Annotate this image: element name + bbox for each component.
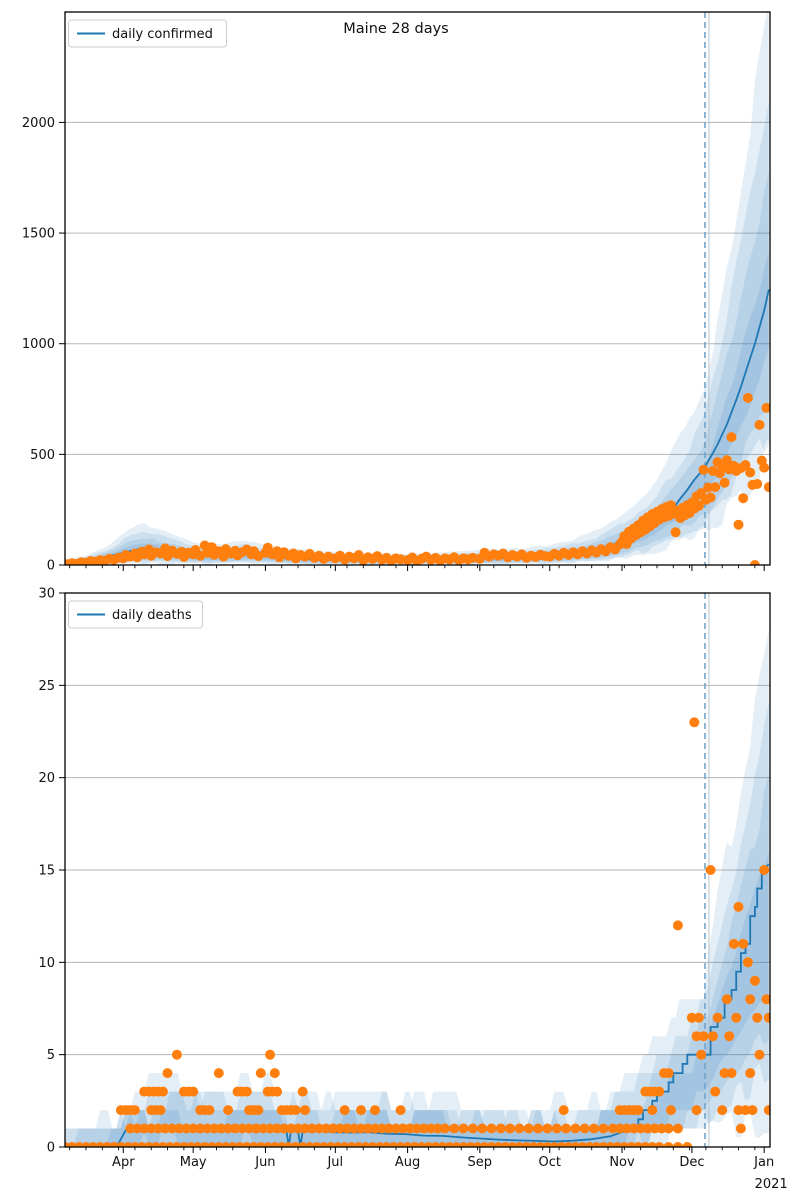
- xtick-label-oct: Oct: [539, 1155, 561, 1170]
- deaths-ytick-label: 10: [38, 956, 55, 971]
- xtick-label-dec: Dec: [679, 1155, 704, 1170]
- confirmed-ytick-label: 500: [30, 448, 55, 463]
- confirmed-confidence-bands: [65, 12, 769, 565]
- confirmed-panel: 0 500 1000 1500 2000 daily confirmed: [22, 11, 771, 574]
- xtick-label-jul: Jul: [326, 1155, 343, 1170]
- confirmed-legend-label: daily confirmed: [112, 27, 213, 42]
- confirmed-axes: 0 500 1000 1500 2000: [22, 11, 771, 574]
- confirmed-gridlines: [65, 121, 770, 455]
- deaths-panel: 0 5 10 15 20 25 30 daily deaths: [38, 587, 771, 1156]
- deaths-model-line: [65, 863, 770, 1147]
- confirmed-ytick-label: 1500: [22, 227, 55, 242]
- confirmed-observed-points: [65, 392, 770, 565]
- deaths-ytick-label: 30: [38, 587, 55, 602]
- chart-title: Maine 28 days: [343, 21, 449, 37]
- deaths-observed-points: [65, 717, 770, 1147]
- xtick-label-jan: Jan: [753, 1155, 774, 1170]
- xtick-label-aug: Aug: [395, 1155, 420, 1170]
- deaths-ytick-label: 5: [47, 1048, 55, 1063]
- confirmed-ytick-label: 2000: [22, 116, 55, 131]
- xtick-label-apr: Apr: [112, 1155, 135, 1170]
- deaths-ytick-label: 15: [38, 864, 55, 879]
- year-label: 2021: [755, 1177, 788, 1192]
- confirmed-ytick-label: 1000: [22, 337, 55, 352]
- xtick-label-may: May: [180, 1155, 207, 1170]
- deaths-legend: daily deaths: [68, 600, 203, 629]
- deaths-axes: 0 5 10 15 20 25 30: [38, 587, 771, 1156]
- xtick-label-jun: Jun: [254, 1155, 275, 1170]
- deaths-legend-label: daily deaths: [112, 608, 192, 623]
- deaths-ytick-label: 0: [47, 1141, 55, 1156]
- deaths-ytick-label: 20: [38, 771, 55, 786]
- deaths-gridlines: [65, 592, 770, 1056]
- confirmed-ytick-label: 0: [47, 559, 55, 574]
- x-axis-labels: Apr May Jun Jul Aug Sep Oct Nov Dec Jan 2021: [112, 1155, 788, 1192]
- confirmed-legend: daily confirmed: [68, 19, 227, 48]
- xtick-label-sep: Sep: [468, 1155, 493, 1170]
- deaths-ytick-label: 25: [38, 679, 55, 694]
- xtick-label-nov: Nov: [609, 1155, 635, 1170]
